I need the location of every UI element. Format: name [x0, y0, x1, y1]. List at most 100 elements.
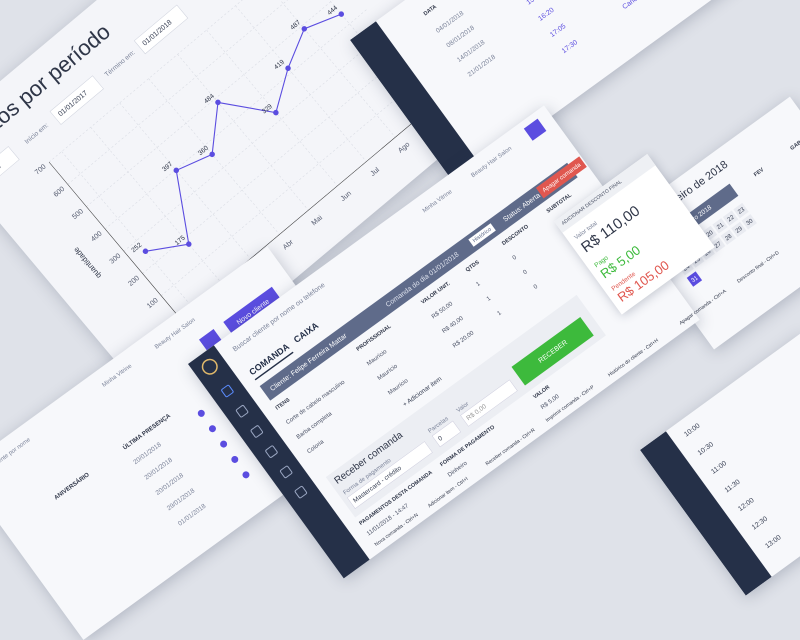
time: 17:30: [559, 37, 579, 55]
point: [273, 109, 279, 116]
grid-line: [104, 9, 367, 230]
data-label: 419: [273, 58, 286, 71]
table-cell: Maurício: [386, 376, 410, 397]
agenda-panel: 10:00 10:30 11:00 11:30 12:00 12:30 13:00: [640, 332, 800, 596]
client-name: Carlos Bittencourt: [621, 0, 671, 11]
y-tick-label: 200: [127, 274, 141, 288]
point: [215, 99, 221, 106]
data-label: 360: [197, 145, 210, 158]
table-cell: 20/01/2018: [142, 455, 174, 482]
icon: [241, 469, 251, 480]
nav-icon[interactable]: [279, 464, 294, 479]
y-tick-label: 400: [89, 230, 103, 244]
point: [209, 151, 215, 158]
table-cell: 1: [495, 309, 503, 317]
table-cell: 0: [532, 282, 539, 291]
table-cell: 01/01/2018: [176, 501, 208, 528]
table-header: QTDS: [464, 259, 481, 274]
search[interactable]: Buscar cliente por nome: [0, 435, 32, 480]
table-cell: R$ 20,00: [451, 329, 475, 350]
vitrine[interactable]: Minha Vitrine: [100, 362, 133, 389]
grid-line: [61, 151, 193, 308]
y-axis: [48, 161, 181, 319]
point: [338, 11, 345, 17]
x-tick-label: Mai: [310, 213, 324, 227]
grid-line: [206, 29, 338, 187]
nav-icon[interactable]: [293, 485, 308, 500]
table-cell: Maurício: [375, 362, 399, 382]
date: 21/01/2018: [465, 52, 497, 79]
grid-line: [90, 127, 222, 284]
nav-icon[interactable]: [220, 384, 235, 398]
grid-line: [264, 0, 396, 138]
time: 10:30: [695, 439, 715, 457]
x-tick-label: Jul: [369, 166, 381, 178]
x-tick-label: Ago: [396, 140, 411, 154]
table-header: ANIVERSÁRIO: [52, 470, 91, 502]
time: 17:05: [548, 21, 568, 39]
x-tick-label: Abr: [281, 238, 295, 252]
nav-icon[interactable]: [249, 424, 264, 439]
grid-line: [119, 102, 251, 259]
y-tick-label: 100: [145, 296, 159, 310]
data-label: 397: [161, 161, 174, 174]
time: 12:00: [736, 495, 756, 513]
data-label: 252: [130, 241, 143, 254]
y-tick-label: 700: [33, 163, 47, 177]
nav-icon[interactable]: [264, 444, 279, 459]
data-label: 329: [261, 103, 274, 116]
point: [173, 167, 180, 174]
time: 10:00: [682, 421, 702, 439]
point: [186, 241, 192, 247]
vitrine[interactable]: Minha Vitrine: [420, 187, 454, 214]
table-header: ÚLTIMA PRESENÇA: [121, 411, 172, 452]
column-header: FEV: [752, 166, 765, 178]
date-header: DATA: [422, 3, 438, 17]
icon: [207, 423, 218, 434]
table-cell: R$ 50,00: [429, 299, 454, 320]
logo[interactable]: [198, 355, 221, 378]
grid-line: [48, 0, 311, 163]
point: [142, 248, 149, 255]
sidebar: [640, 431, 772, 596]
table-header: ITENS: [274, 396, 292, 412]
icon: [218, 439, 229, 449]
y-tick-label: 300: [108, 252, 122, 266]
point: [301, 26, 308, 32]
table-cell: 1: [485, 294, 492, 303]
table-cell: R$ 5,00: [539, 392, 561, 411]
time: 13:00: [763, 532, 783, 550]
y-tick-label: 500: [71, 207, 85, 221]
calendar-button[interactable]: [523, 118, 547, 141]
table-cell: Coloria: [305, 438, 326, 455]
x-tick-label: Jun: [339, 189, 353, 203]
time: 15:45: [525, 0, 544, 6]
history-button[interactable]: Histórico: [468, 223, 496, 247]
table-cell: R$ 40,00: [440, 314, 465, 335]
data-label: 487: [289, 19, 302, 32]
grid-line: [148, 78, 280, 235]
table-cell: 0: [521, 268, 529, 276]
time: 11:00: [709, 458, 728, 476]
grid-line: [235, 5, 367, 162]
grid-line: [177, 54, 309, 211]
icon: [196, 408, 207, 419]
nav-icon[interactable]: [235, 404, 250, 419]
table-cell: 0: [510, 253, 518, 262]
time: 11:30: [722, 477, 742, 494]
y-axis-label: quantidade: [72, 245, 103, 280]
table-cell: Maurício: [365, 347, 388, 367]
day: 31: [686, 271, 703, 287]
time: 16:20: [536, 5, 556, 23]
grid-line: [123, 31, 386, 252]
tab[interactable]: CAIXA: [291, 320, 321, 345]
column-header: GAB: [789, 139, 800, 152]
table-cell: 20/01/2018: [154, 471, 185, 497]
table-cell: 20/01/2018: [131, 440, 163, 466]
table-cell: 29/01/2018: [165, 486, 196, 512]
time: 12:30: [749, 514, 769, 532]
y-tick-label: 600: [52, 185, 66, 199]
icon: [229, 454, 240, 465]
point: [285, 65, 291, 72]
